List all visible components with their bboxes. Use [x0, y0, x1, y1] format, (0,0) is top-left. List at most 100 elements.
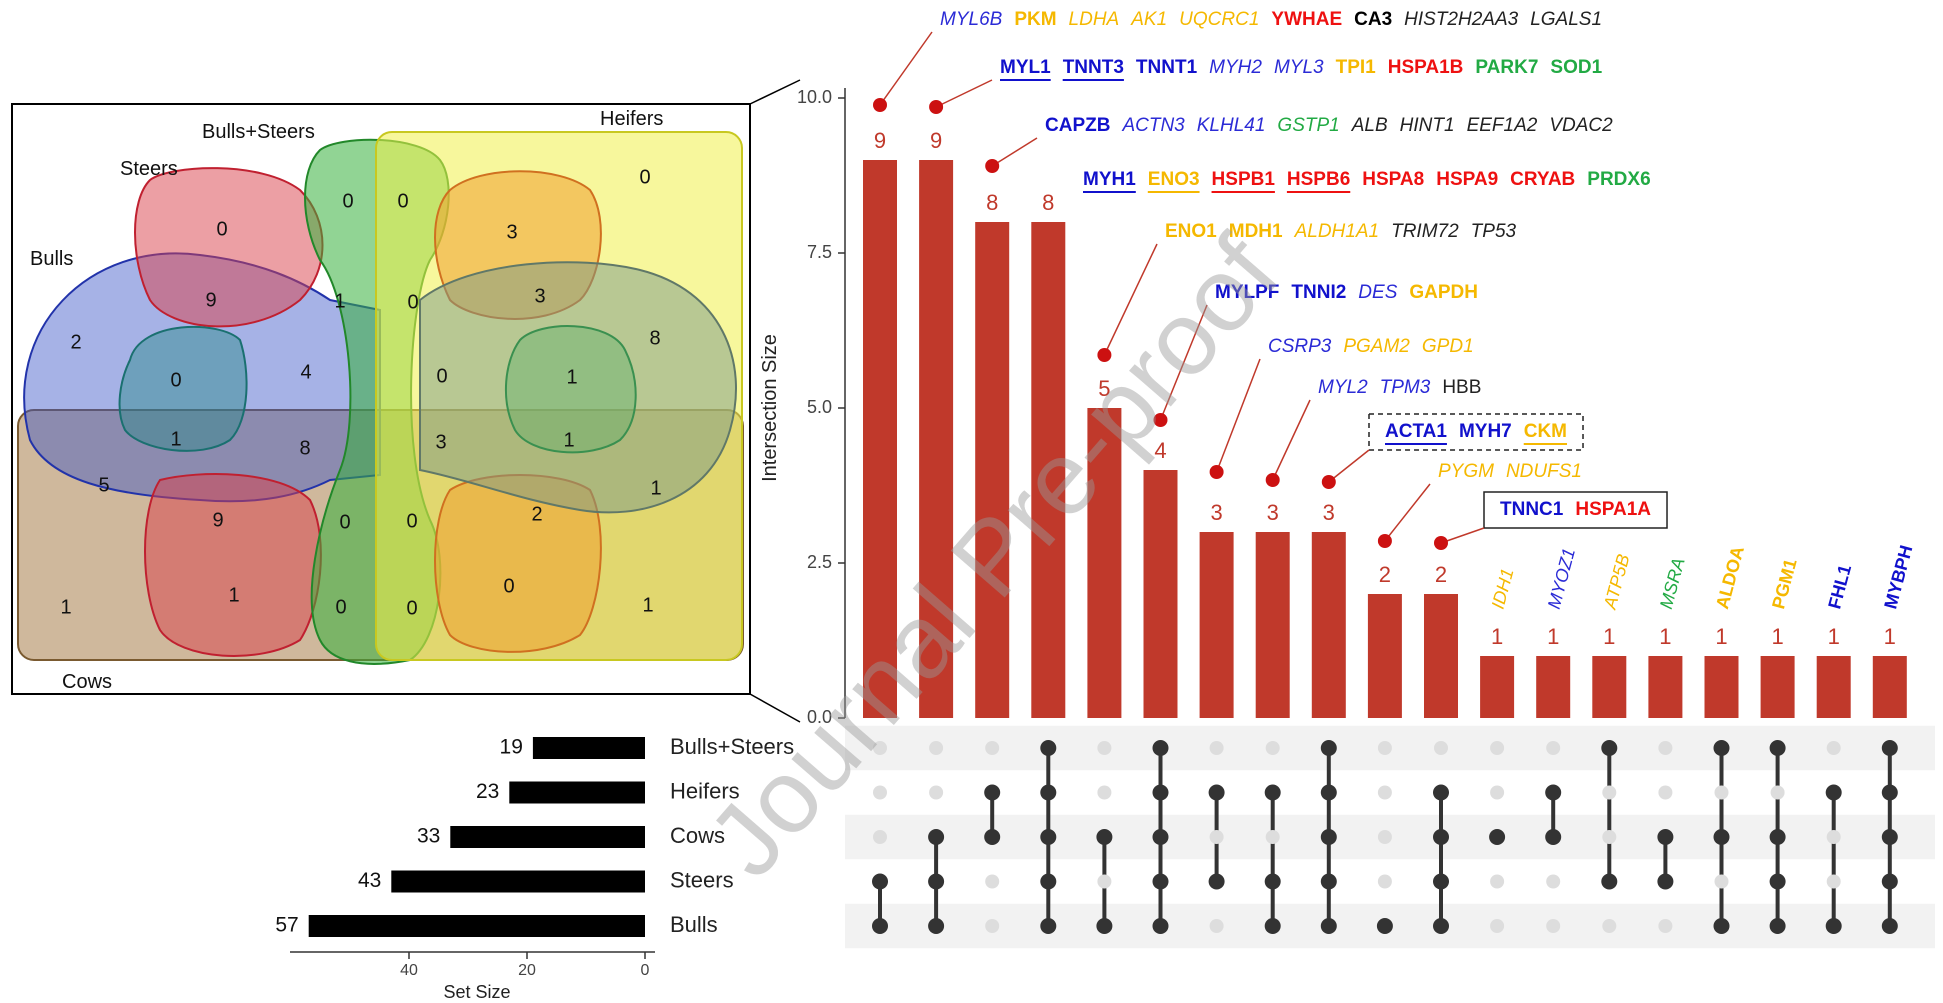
- gene-leader-line: [991, 137, 1038, 167]
- gene-leader-line: [1159, 304, 1208, 421]
- venn-region-value: 0: [335, 596, 346, 618]
- gene-label: HSPA9: [1436, 169, 1498, 190]
- matrix-dot-filled: [1264, 784, 1281, 801]
- gene-leader-dot: [1153, 413, 1168, 427]
- matrix-dot-filled: [928, 873, 945, 890]
- matrix-dot-empty: [1490, 741, 1505, 755]
- gene-label: MYLPF: [1215, 282, 1279, 303]
- gene-label: TNNT3: [1063, 57, 1124, 78]
- matrix-dot-empty: [1209, 919, 1224, 933]
- matrix-dot-empty: [1770, 785, 1785, 800]
- venn-region-value: 0: [397, 190, 408, 212]
- matrix-dot-empty: [1209, 741, 1224, 755]
- gene-label: MDH1: [1229, 221, 1283, 242]
- set-name-label: Cows: [670, 823, 725, 848]
- matrix-dot-empty: [1658, 919, 1673, 933]
- gene-label: NDUFS1: [1506, 461, 1582, 482]
- matrix-dot-filled: [1040, 829, 1057, 845]
- matrix-dot-empty: [873, 785, 887, 800]
- matrix-dot-filled: [1208, 784, 1225, 801]
- matrix-dot-filled: [1713, 918, 1730, 934]
- matrix-dot-empty: [1377, 785, 1392, 800]
- matrix-dot-filled: [1264, 918, 1281, 934]
- gene-label: EEF1A2: [1467, 115, 1538, 136]
- gene-leader-line: [1384, 483, 1431, 542]
- matrix-dot-empty: [1658, 741, 1673, 755]
- bar-value-label: 1: [1884, 624, 1896, 649]
- set-size-bar: [391, 870, 645, 893]
- venn-region-value: 8: [649, 327, 660, 349]
- matrix-dot-empty: [1377, 741, 1392, 755]
- venn-set-inner-left: [118, 325, 248, 452]
- venn-set-labels: Bulls Steers Bulls+Steers Heifers Cows: [30, 108, 663, 693]
- set-size-tick-label: 20: [518, 962, 536, 979]
- gene-label: CSRP3: [1268, 336, 1332, 357]
- matrix-dot-filled: [1657, 873, 1674, 890]
- intersection-bar: [1087, 408, 1122, 718]
- matrix-dot-empty: [1265, 741, 1280, 755]
- intersection-bar: [1255, 532, 1290, 718]
- venn-region-value: 0: [407, 291, 418, 313]
- matrix-dot-filled: [1320, 918, 1337, 934]
- bar-value-label: 9: [874, 128, 886, 153]
- matrix-dot-filled: [1320, 873, 1337, 890]
- matrix-dot-empty: [929, 741, 944, 755]
- bar-value-label: 8: [986, 190, 998, 215]
- intersection-bars: 9 9 8 8 5 4 3 3 3 2 2 1 1 1 1 1 1 1 1: [863, 128, 1907, 718]
- venn-set-bulls: [23, 252, 381, 503]
- gene-leader-dot: [1265, 473, 1280, 487]
- matrix-dot-empty: [1658, 785, 1673, 800]
- venn-region-value: 0: [342, 190, 353, 212]
- matrix-dot-empty: [1265, 830, 1280, 844]
- matrix-dot-empty: [1097, 874, 1112, 889]
- matrix-dot-filled: [872, 873, 888, 890]
- gene-label: MYL6B: [940, 9, 1003, 30]
- intersection-bar: [1816, 656, 1851, 718]
- venn-region-value: 0: [216, 218, 227, 240]
- venn-diagram: 0 0 0 0 9 3 1 0 3 2 4 8 0 0 1 1 8 3 1 5 1 9 0 0 2 1 0 1 1 0 0 Bulls Ste…: [11, 103, 751, 695]
- venn-region-value: 0: [436, 365, 447, 387]
- gene-label: LGALS1: [1530, 9, 1602, 30]
- venn-region-value: 8: [299, 437, 310, 459]
- venn-region-value: 1: [566, 366, 577, 388]
- gene-leader-line: [1215, 358, 1261, 473]
- venn-region-value: 1: [334, 290, 345, 312]
- matrix-dot-filled: [1545, 784, 1562, 801]
- gene-label: HBB: [1442, 377, 1481, 398]
- intersection-bar: [863, 160, 897, 718]
- gene-label: KLHL41: [1197, 115, 1266, 136]
- matrix-dot-empty: [1714, 874, 1729, 889]
- matrix-dot-filled: [1152, 784, 1169, 801]
- rotated-gene-label: ALDOA: [1712, 544, 1748, 611]
- bar-value-label: 5: [1098, 376, 1110, 401]
- venn-region-value: 0: [639, 166, 650, 188]
- matrix-dot-empty: [1546, 741, 1561, 755]
- matrix-dot-empty: [1826, 874, 1841, 889]
- bar-value-label: 1: [1603, 624, 1615, 649]
- connector-bottom: [749, 693, 801, 723]
- venn-set-steers-lower: [144, 473, 322, 657]
- venn-region-value: 1: [563, 429, 574, 451]
- intersection-bar: [1648, 656, 1683, 718]
- gene-leader-line: [1272, 399, 1311, 481]
- matrix-dot-filled: [1489, 829, 1506, 845]
- rotated-gene-label: IDH1: [1488, 566, 1518, 611]
- gene-label: TRIM72: [1391, 221, 1459, 242]
- matrix-dot-empty: [1097, 785, 1112, 800]
- matrix-dot-filled: [1825, 918, 1842, 934]
- rotated-gene-label: MYOZ1: [1544, 546, 1579, 611]
- intersection-matrix: [872, 740, 1898, 934]
- venn-region-value: 1: [170, 428, 181, 450]
- gene-leader-dot: [929, 100, 944, 114]
- venn-set-label: Bulls+Steers: [202, 121, 315, 143]
- matrix-dot-empty: [1377, 874, 1392, 889]
- rotated-gene-label: PGM1: [1768, 557, 1801, 611]
- gene-label: TNNI2: [1291, 282, 1346, 303]
- bar-value-label: 1: [1659, 624, 1671, 649]
- bar-value-label: 1: [1828, 624, 1840, 649]
- bar-value-label: 1: [1547, 624, 1559, 649]
- venn-set-steers: [134, 167, 324, 328]
- gene-label: VDAC2: [1549, 115, 1613, 136]
- bar-value-label: 3: [1210, 500, 1222, 525]
